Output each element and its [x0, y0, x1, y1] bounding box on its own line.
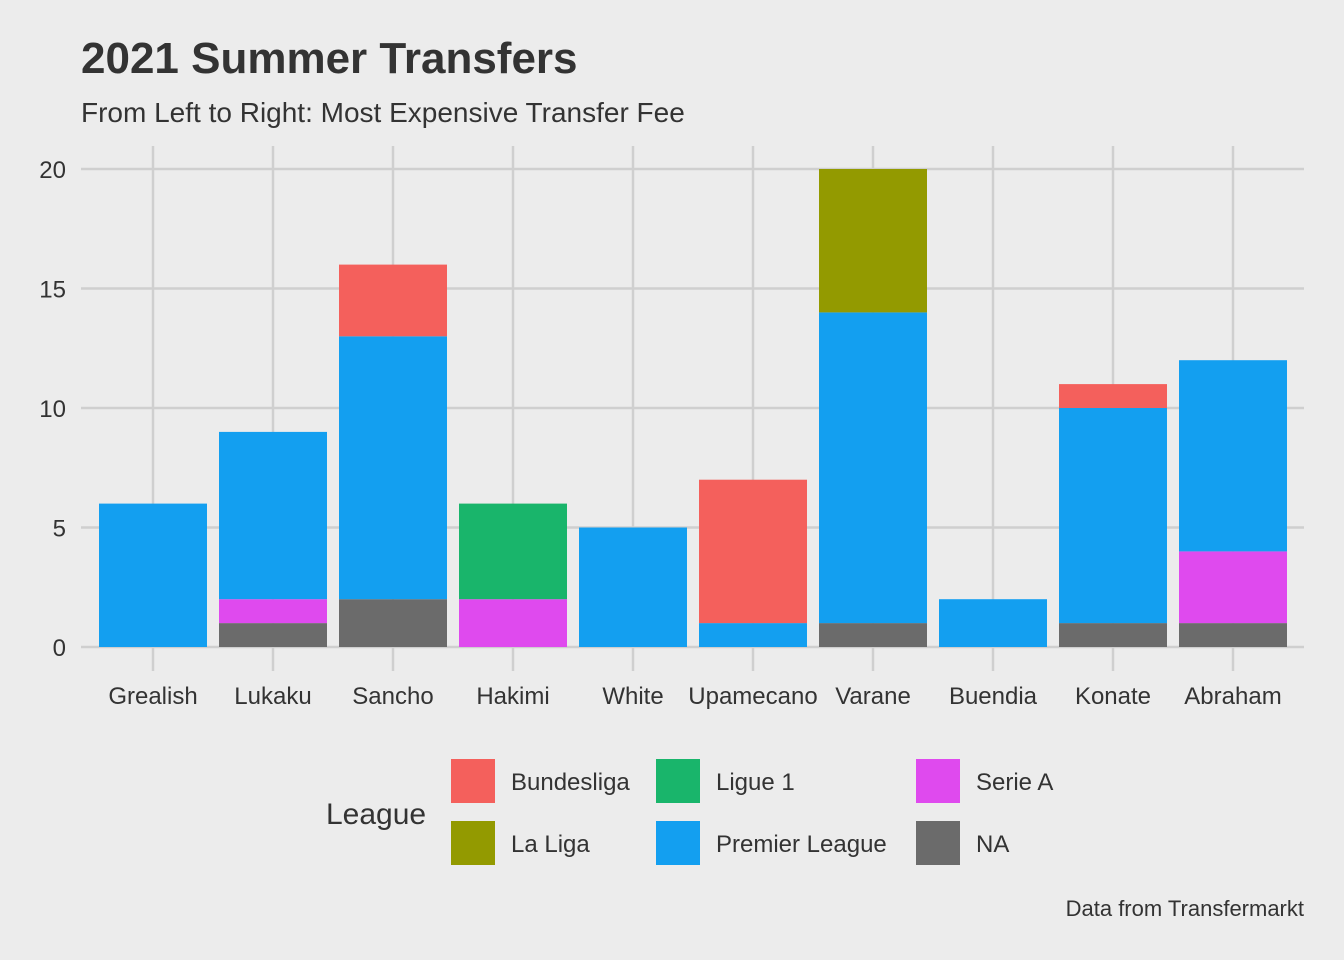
bar-sancho-na: [339, 599, 447, 647]
legend-swatch-ligue-1: [656, 759, 700, 803]
bar-konate-premier-league: [1059, 408, 1167, 624]
x-tick-label: Lukaku: [234, 683, 311, 710]
chart-title: 2021 Summer Transfers: [81, 34, 578, 83]
x-tick-label: Buendia: [949, 683, 1038, 710]
bar-white-premier-league: [579, 527, 687, 647]
legend-swatch-premier-league: [656, 821, 700, 865]
legend-swatch-la-liga: [451, 821, 495, 865]
legend-swatch-serie-a: [916, 759, 960, 803]
y-tick-label: 5: [53, 516, 66, 543]
bar-grealish-premier-league: [99, 503, 207, 647]
legend: League Bundesliga Ligue 1 Serie A La Liga Pr…: [326, 759, 1053, 865]
bar-varane-premier-league: [819, 312, 927, 624]
legend-swatch-bundesliga: [451, 759, 495, 803]
y-tick-label: 0: [53, 635, 66, 662]
bar-konate-bundesliga: [1059, 384, 1167, 408]
bars: [99, 169, 1287, 647]
chart-subtitle: From Left to Right: Most Expensive Trans…: [81, 97, 685, 128]
bar-lukaku-na: [219, 623, 327, 647]
x-tick-label: Abraham: [1184, 683, 1281, 710]
bar-varane-na: [819, 623, 927, 647]
bar-upamecano-bundesliga: [699, 479, 807, 624]
x-axis: Grealish Lukaku Sancho Hakimi White Upamecano…: [108, 683, 1281, 710]
x-tick-label: Hakimi: [476, 683, 549, 710]
y-axis: 0 5 10 15 20: [39, 157, 66, 662]
bar-varane-la-liga: [819, 169, 927, 313]
legend-title: League: [326, 798, 426, 831]
y-tick-label: 20: [39, 157, 66, 184]
legend-label-ligue-1: Ligue 1: [716, 769, 795, 796]
bar-upamecano-premier-league: [699, 623, 807, 647]
chart-caption: Data from Transfermarkt: [1066, 896, 1304, 921]
x-tick-label: Sancho: [352, 683, 433, 710]
x-tick-label: Varane: [835, 683, 911, 710]
legend-label-serie-a: Serie A: [976, 769, 1053, 796]
x-tick-label: White: [602, 683, 663, 710]
legend-label-premier-league: Premier League: [716, 831, 887, 858]
y-tick-label: 15: [39, 277, 66, 304]
bar-abraham-na: [1179, 623, 1287, 647]
y-tick-label: 10: [39, 396, 66, 423]
bar-lukaku-serie-a: [219, 599, 327, 624]
x-tick-label: Konate: [1075, 683, 1151, 710]
bar-lukaku-premier-league: [219, 431, 327, 600]
bar-abraham-premier-league: [1179, 360, 1287, 552]
bar-buendia-premier-league: [939, 599, 1047, 647]
x-tick-label: Upamecano: [688, 683, 817, 710]
x-tick-label: Grealish: [108, 683, 197, 710]
bar-hakimi-serie-a: [459, 599, 567, 647]
bar-abraham-serie-a: [1179, 551, 1287, 624]
bar-hakimi-ligue-1: [459, 503, 567, 600]
legend-swatch-na: [916, 821, 960, 865]
bar-sancho-premier-league: [339, 336, 447, 600]
bar-sancho-bundesliga: [339, 264, 447, 337]
legend-label-bundesliga: Bundesliga: [511, 769, 630, 796]
legend-label-la-liga: La Liga: [511, 831, 590, 858]
bar-konate-na: [1059, 623, 1167, 647]
legend-label-na: NA: [976, 831, 1009, 858]
